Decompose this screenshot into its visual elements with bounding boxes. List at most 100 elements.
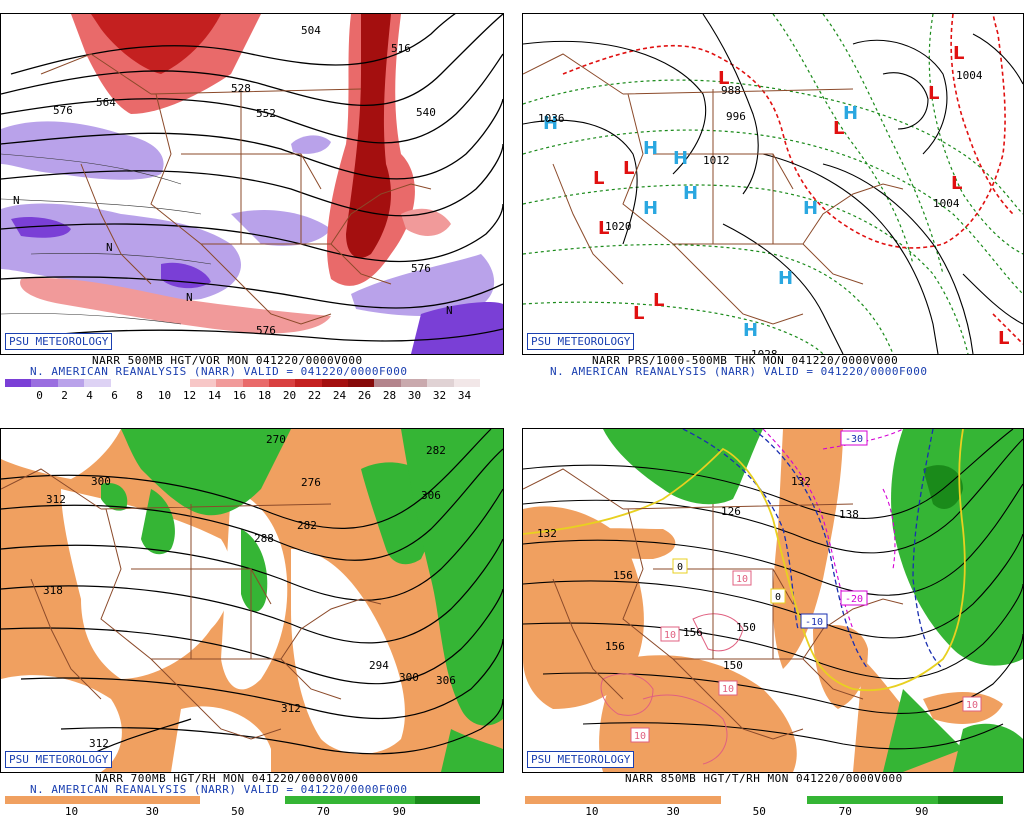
low-pressure-symbol: L	[633, 303, 644, 324]
contour-label: 540	[416, 106, 436, 119]
colorbar-vorticity	[5, 379, 481, 387]
height-label: 156	[683, 626, 703, 639]
colorbar-tick: 20	[282, 389, 297, 402]
map-700mb: 270 276 282 288 282 312 306 300 318 294 …	[0, 428, 504, 773]
map-pressure-graphic: H H H H H H H H H L L L L L L L L L L L …	[523, 14, 1023, 354]
colorbar-swatch	[400, 379, 428, 387]
vorticity-label: N	[446, 304, 453, 317]
height-label: 150	[736, 621, 756, 634]
colorbar-swatch	[163, 379, 190, 387]
colorbar-tick: 70	[838, 805, 852, 818]
map-500mb-graphic: 504 516 528 540 552 564 576 576 576 N N …	[1, 14, 503, 354]
temperature-label: 0	[677, 562, 683, 573]
contour-label: 300	[399, 671, 419, 684]
low-pressure-symbol: L	[623, 158, 634, 179]
temperature-label: -20	[845, 594, 863, 605]
contour-label: 312	[281, 702, 301, 715]
map-850mb: 132 138 126 132 156 156 150 156 150 -30 …	[522, 428, 1024, 773]
colorbar-swatch	[110, 379, 137, 387]
colorbar-tick: 18	[257, 389, 272, 402]
panel-pressure-thickness: H H H H H H H H H L L L L L L L L L L L …	[520, 0, 1024, 405]
contour-label: 576	[256, 324, 276, 337]
height-label: 156	[613, 569, 633, 582]
colorbar-tick: 30	[666, 805, 680, 818]
colorbar-swatch	[321, 379, 349, 387]
contour-label: 576	[53, 104, 73, 117]
caption-product: NARR 500MB HGT/VOR MON 041220/0000V000	[92, 354, 363, 367]
colorbar-tick: 50	[231, 805, 245, 818]
contour-label: 552	[256, 107, 276, 120]
colorbar-swatch	[268, 379, 296, 387]
height-label: 132	[791, 475, 811, 488]
colorbar-swatch	[136, 379, 164, 387]
contour-label: 528	[231, 82, 251, 95]
contour-label: 282	[426, 444, 446, 457]
psu-meteorology-brand: PSU METEOROLOGY	[527, 751, 635, 768]
colorbar-tick: 14	[207, 389, 222, 402]
contour-label: 288	[254, 532, 274, 545]
isobar-label: 1004	[956, 69, 983, 82]
caption-valid: N. AMERICAN REANALYSIS (NARR) VALID = 04…	[30, 783, 408, 796]
height-label: 126	[721, 505, 741, 518]
contour-label: 282	[297, 519, 317, 532]
colorbar-swatch	[57, 379, 85, 387]
height-label: 138	[839, 508, 859, 521]
colorbar-tick: 10	[64, 805, 79, 818]
isobar-label: 1028	[751, 348, 778, 354]
colorbar-swatch	[374, 379, 401, 387]
map-pressure-thickness: H H H H H H H H H L L L L L L L L L L L …	[522, 13, 1024, 355]
colorbar-swatch	[84, 379, 111, 387]
caption-product: NARR 700MB HGT/RH MON 041220/0000V000	[95, 772, 359, 785]
low-pressure-symbol: L	[953, 43, 964, 64]
colorbar-swatch	[453, 379, 481, 387]
isobar-label: 1012	[703, 154, 730, 167]
contour-label: 318	[43, 584, 63, 597]
contour-label: 270	[266, 433, 286, 446]
colorbar-swatch	[31, 379, 58, 387]
colorbar-tick: 4	[86, 389, 93, 402]
isobar-label: 1036	[538, 112, 565, 125]
psu-meteorology-brand: PSU METEOROLOGY	[5, 333, 113, 350]
colorbar-tick: 16	[232, 389, 247, 402]
high-pressure-symbol: H	[673, 148, 688, 169]
isobar-label: 988	[721, 84, 741, 97]
temperature-label: 10	[634, 731, 646, 742]
colorbar-swatch	[242, 379, 269, 387]
psu-meteorology-brand: PSU METEOROLOGY	[527, 333, 635, 350]
temperature-label: -30	[845, 434, 863, 445]
colorbar-tick: 24	[332, 389, 347, 402]
low-pressure-symbol: L	[598, 218, 609, 239]
temperature-label: 10	[966, 700, 978, 711]
contour-label: 294	[369, 659, 389, 672]
colorbar-tick: 10	[585, 805, 599, 818]
low-pressure-symbol: L	[833, 118, 844, 139]
contour-label: 504	[301, 24, 321, 37]
colorbar-tick: 6	[111, 389, 118, 402]
high-pressure-symbol: H	[543, 113, 558, 134]
contour-label: 306	[421, 489, 441, 502]
colorbar-tick: 2	[61, 389, 68, 402]
contour-label: 564	[96, 96, 116, 109]
contour-label: 576	[411, 262, 431, 275]
temperature-label: 10	[722, 684, 734, 695]
colorbar-tick: 30	[145, 805, 159, 818]
high-pressure-symbol: H	[643, 138, 658, 159]
panel-700mb-rh: 270 276 282 288 282 312 306 300 318 294 …	[0, 418, 505, 819]
temperature-label: 0	[775, 592, 781, 603]
contour-label: 312	[89, 737, 109, 750]
vorticity-label: N	[186, 291, 193, 304]
colorbar-swatch	[348, 379, 375, 387]
isobar-label: 1020	[605, 220, 632, 233]
high-pressure-symbol: H	[778, 268, 793, 289]
height-label: 156	[605, 640, 625, 653]
psu-meteorology-brand: PSU METEOROLOGY	[5, 751, 113, 768]
colorbar-swatch	[216, 379, 243, 387]
high-pressure-symbol: H	[803, 198, 818, 219]
colorbar-ticks: 10 30 50 70 90	[5, 805, 480, 819]
colorbar-swatch	[5, 379, 32, 387]
high-pressure-symbol: H	[743, 320, 758, 341]
map-700mb-graphic: 270 276 282 288 282 312 306 300 318 294 …	[1, 429, 503, 772]
colorbar-rh	[5, 796, 480, 804]
colorbar-tick: 12	[182, 389, 197, 402]
colorbar-tick: 26	[357, 389, 372, 402]
